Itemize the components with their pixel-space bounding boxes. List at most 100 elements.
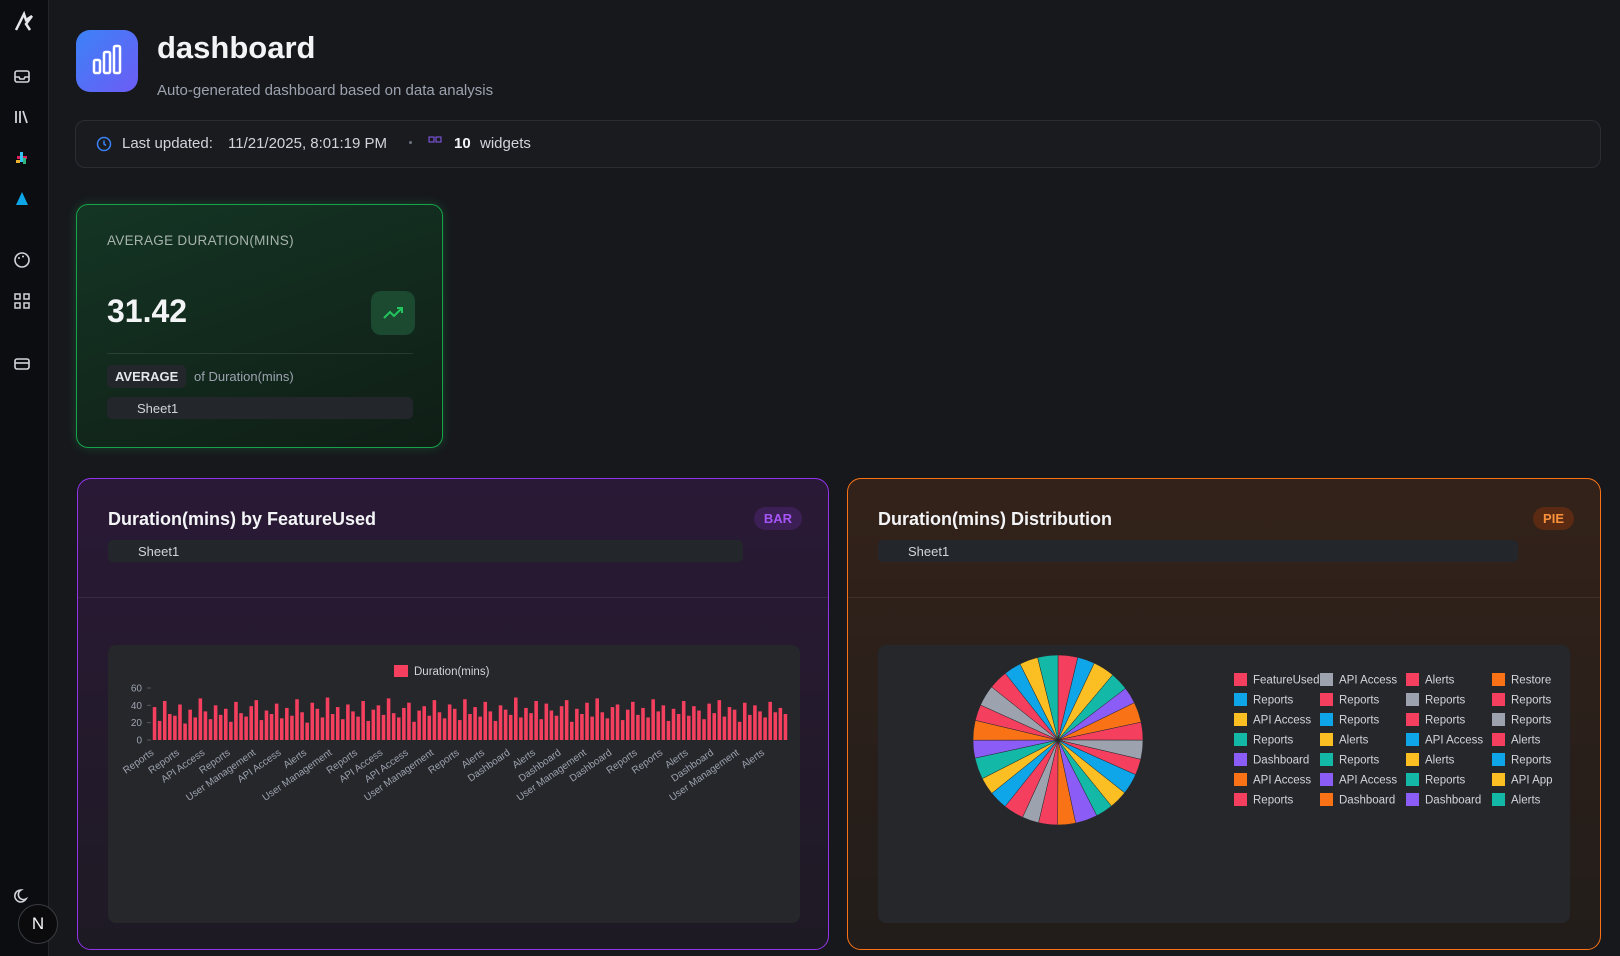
bar [203, 711, 208, 740]
legend-label: Alerts [1511, 795, 1541, 807]
bar [320, 717, 325, 740]
bar [458, 720, 462, 740]
legend-label: Reports [1425, 715, 1466, 727]
bar [229, 721, 233, 740]
bar [656, 711, 661, 740]
bar [727, 707, 732, 740]
palette-icon[interactable] [12, 250, 32, 270]
bar [783, 714, 788, 740]
bar [549, 710, 554, 740]
bar [361, 701, 365, 740]
bar [636, 714, 640, 740]
legend-swatch [1492, 673, 1505, 686]
legend-label: Reports [1511, 755, 1552, 767]
source: Sheet1 [138, 544, 180, 559]
card-icon[interactable] [12, 354, 32, 374]
bar [264, 710, 269, 740]
bar [529, 713, 533, 740]
legend-label: Alerts [1425, 675, 1455, 687]
theme-icon[interactable] [12, 886, 32, 906]
legend-swatch [1320, 773, 1333, 786]
kpi-title: AVERAGE DURATION(MINS) [107, 233, 294, 248]
legend-swatch [1234, 773, 1247, 786]
y-tick-label: 60 [131, 684, 143, 695]
bar [641, 707, 645, 740]
legend-swatch [1406, 713, 1419, 726]
bar [330, 714, 335, 740]
widget-count: 10 [454, 135, 471, 152]
bar [351, 711, 355, 740]
bar [671, 708, 676, 740]
legend-label: FeatureUsed [1253, 675, 1319, 687]
bar [508, 714, 513, 740]
legend-swatch [1406, 733, 1419, 746]
bar [249, 706, 253, 740]
source: Sheet1 [137, 401, 179, 416]
pie-widget: Duration(mins) Distribution PIE Sheet1 F… [847, 478, 1601, 950]
legend-label: Reports [1339, 715, 1380, 727]
bar [325, 697, 330, 740]
sidebar: N [0, 0, 58, 956]
bar [366, 720, 371, 740]
widget-title: Duration(mins) by FeatureUsed [108, 509, 377, 529]
apps-icon[interactable] [12, 291, 32, 311]
legend-label: Reports [1339, 755, 1380, 767]
legend-label: Reports [1253, 695, 1294, 707]
bar [554, 715, 559, 740]
legend-label: Reports [1339, 695, 1380, 707]
source-pill: Sheet1 [107, 397, 413, 419]
bar [341, 719, 345, 740]
inbox-icon[interactable] [12, 66, 32, 86]
bar [483, 701, 488, 740]
bar [234, 701, 238, 740]
bar [595, 698, 599, 740]
bar [732, 709, 737, 740]
legend-swatch [1320, 693, 1333, 706]
bar [244, 716, 248, 740]
widgets-icon [428, 136, 442, 143]
bar [615, 704, 620, 740]
azure-icon[interactable] [12, 189, 32, 209]
bar [585, 702, 589, 740]
bar [335, 707, 340, 740]
source: Sheet1 [908, 544, 950, 559]
avatar[interactable]: N [18, 904, 58, 944]
bar [773, 712, 778, 740]
legend-label: Duration(mins) [414, 666, 490, 678]
bar [427, 715, 432, 740]
legend-swatch [1492, 773, 1505, 786]
legend-swatch [1406, 793, 1419, 806]
bar [778, 707, 783, 740]
bar [605, 718, 610, 740]
bar [620, 720, 625, 740]
legend-swatch [1234, 733, 1247, 746]
bar [447, 704, 452, 740]
bar [519, 717, 523, 740]
legend-swatch [1406, 773, 1419, 786]
legend-swatch [1234, 693, 1247, 706]
bar [223, 708, 228, 740]
bar-widget: Duration(mins) by FeatureUsed BAR Sheet1… [77, 478, 829, 950]
library-icon[interactable] [12, 107, 32, 127]
bar [488, 711, 493, 740]
bar [692, 706, 696, 740]
bar [412, 721, 416, 740]
bar [580, 714, 584, 740]
legend-swatch [1492, 793, 1505, 806]
bar [503, 709, 508, 740]
page-title: dashboard [157, 30, 316, 65]
legend-swatch [1320, 733, 1333, 746]
slack-icon[interactable] [12, 148, 32, 168]
bar [285, 707, 289, 740]
bar [651, 699, 655, 740]
legend-label: Alerts [1339, 735, 1369, 747]
pie-chart: FeatureUsed Reports API Access Reports Dashb… [972, 654, 1553, 826]
legend-label: API Access [1339, 775, 1397, 787]
divider [848, 597, 1600, 598]
bar [254, 700, 259, 740]
bar [564, 700, 569, 740]
bar [514, 697, 518, 740]
status-bar: Last updated: 11/21/2025, 8:01:19 PM 10 … [75, 120, 1601, 168]
header-icon [76, 30, 138, 92]
